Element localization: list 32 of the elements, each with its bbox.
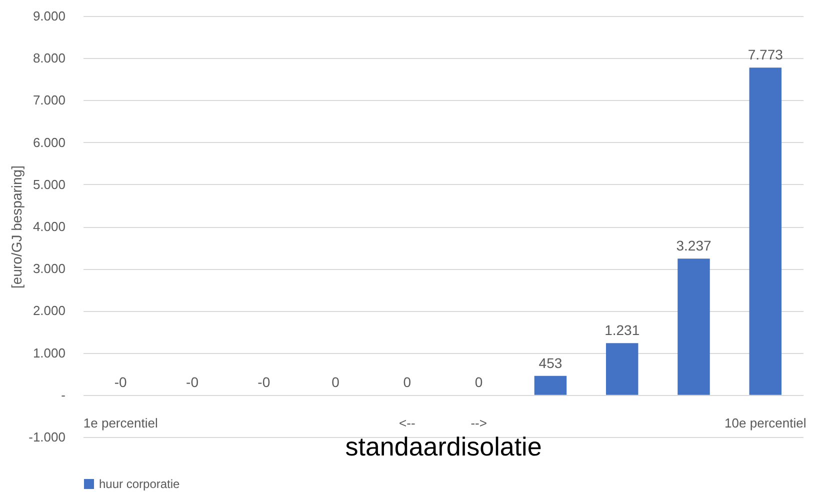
y-tick-label: 3.000 xyxy=(32,261,66,276)
y-tick-label: -1.000 xyxy=(28,430,66,444)
y-tick-label: 8.000 xyxy=(32,50,66,66)
legend-label: huur corporatie xyxy=(99,477,180,491)
x-tick-label: 10e percentiel xyxy=(724,416,806,430)
bar xyxy=(606,343,638,395)
y-axis-title: [euro/GJ besparing] xyxy=(8,166,25,288)
y-tick-label: - xyxy=(61,387,66,402)
y-tick-label: 6.000 xyxy=(32,134,66,150)
x-tick-label: --> xyxy=(470,416,487,430)
data-label: 7.773 xyxy=(748,46,784,63)
data-label: -0 xyxy=(186,374,199,390)
bar xyxy=(678,258,710,395)
y-tick-label: 5.000 xyxy=(32,176,66,192)
data-label: -0 xyxy=(258,374,270,390)
y-tick-label: 4.000 xyxy=(32,219,66,234)
y-tick-label: 7.000 xyxy=(32,92,66,108)
data-label: 0 xyxy=(332,374,340,390)
bar xyxy=(749,68,782,395)
bar xyxy=(534,376,567,395)
y-tick-label: 2.000 xyxy=(32,303,66,318)
x-tick-label: 1e percentiel xyxy=(83,416,158,430)
data-label: 3.237 xyxy=(676,238,712,254)
x-tick-label: <-- xyxy=(399,416,416,430)
data-label: 1.231 xyxy=(604,322,640,338)
data-label: 453 xyxy=(538,354,562,371)
y-tick-label: 9.000 xyxy=(32,8,66,24)
data-label: 0 xyxy=(474,374,483,390)
y-tick-label: 1.000 xyxy=(32,345,66,360)
x-axis-title: standaardisolatie xyxy=(345,432,542,462)
data-label: 0 xyxy=(403,374,412,390)
data-label: -0 xyxy=(114,374,128,390)
